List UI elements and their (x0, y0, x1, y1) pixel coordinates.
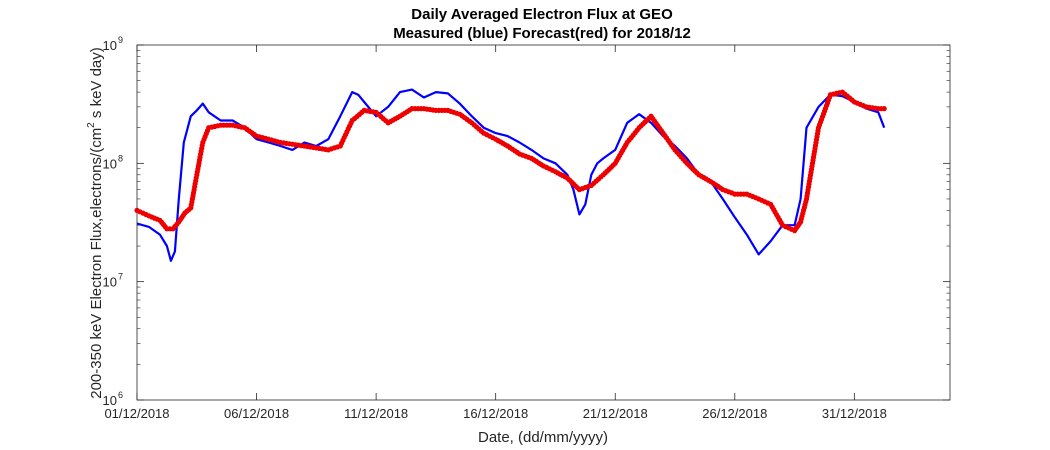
x-axis-label: Date, (dd/mm/yyyy) (478, 429, 608, 446)
y-tick-exponent: 6 (118, 390, 123, 400)
x-tick-label: 06/12/2018 (224, 406, 289, 421)
series-forecast-markers (134, 89, 887, 234)
x-tick-label: 31/12/2018 (822, 406, 887, 421)
plot-frame (136, 44, 951, 401)
x-tick-label: 11/12/2018 (344, 406, 408, 421)
x-tick-label: 16/12/2018 (463, 406, 528, 421)
y-tick-exponent: 9 (118, 35, 123, 45)
y-tick-label: 10 (103, 38, 117, 53)
x-tick-label: 01/12/2018 (104, 406, 169, 421)
y-tick-exponent: 8 (118, 153, 123, 163)
series-layer (134, 88, 887, 262)
plot-area: 01/12/2018 06/12/2018 11/12/2018 16/12/2018… (103, 35, 951, 421)
y-axis-label-main: 200-350 keV Electron Flux,electrons/(cm (88, 128, 105, 399)
series-measured-line (136, 88, 886, 262)
y-tick-label: 10 (103, 156, 117, 171)
forecast-point (881, 106, 887, 112)
y-axis-label: 200-350 keV Electron Flux,electrons/(cm2… (86, 47, 105, 399)
chart-subtitle: Measured (blue) Forecast(red) for 2018/1… (393, 25, 691, 42)
x-tick-label: 21/12/2018 (583, 406, 648, 421)
y-axis-label-sup: 2 (86, 122, 97, 128)
x-tick-label: 26/12/2018 (702, 406, 767, 421)
chart-title: Daily Averaged Electron Flux at GEO (411, 6, 673, 23)
x-axis: 01/12/2018 06/12/2018 11/12/2018 16/12/2018… (104, 45, 887, 421)
y-tick-label: 10 (103, 393, 117, 408)
y-axis-label-tail: s keV day) (88, 47, 105, 122)
y-tick-label: 10 (103, 275, 117, 290)
y-tick-exponent: 7 (118, 272, 123, 282)
